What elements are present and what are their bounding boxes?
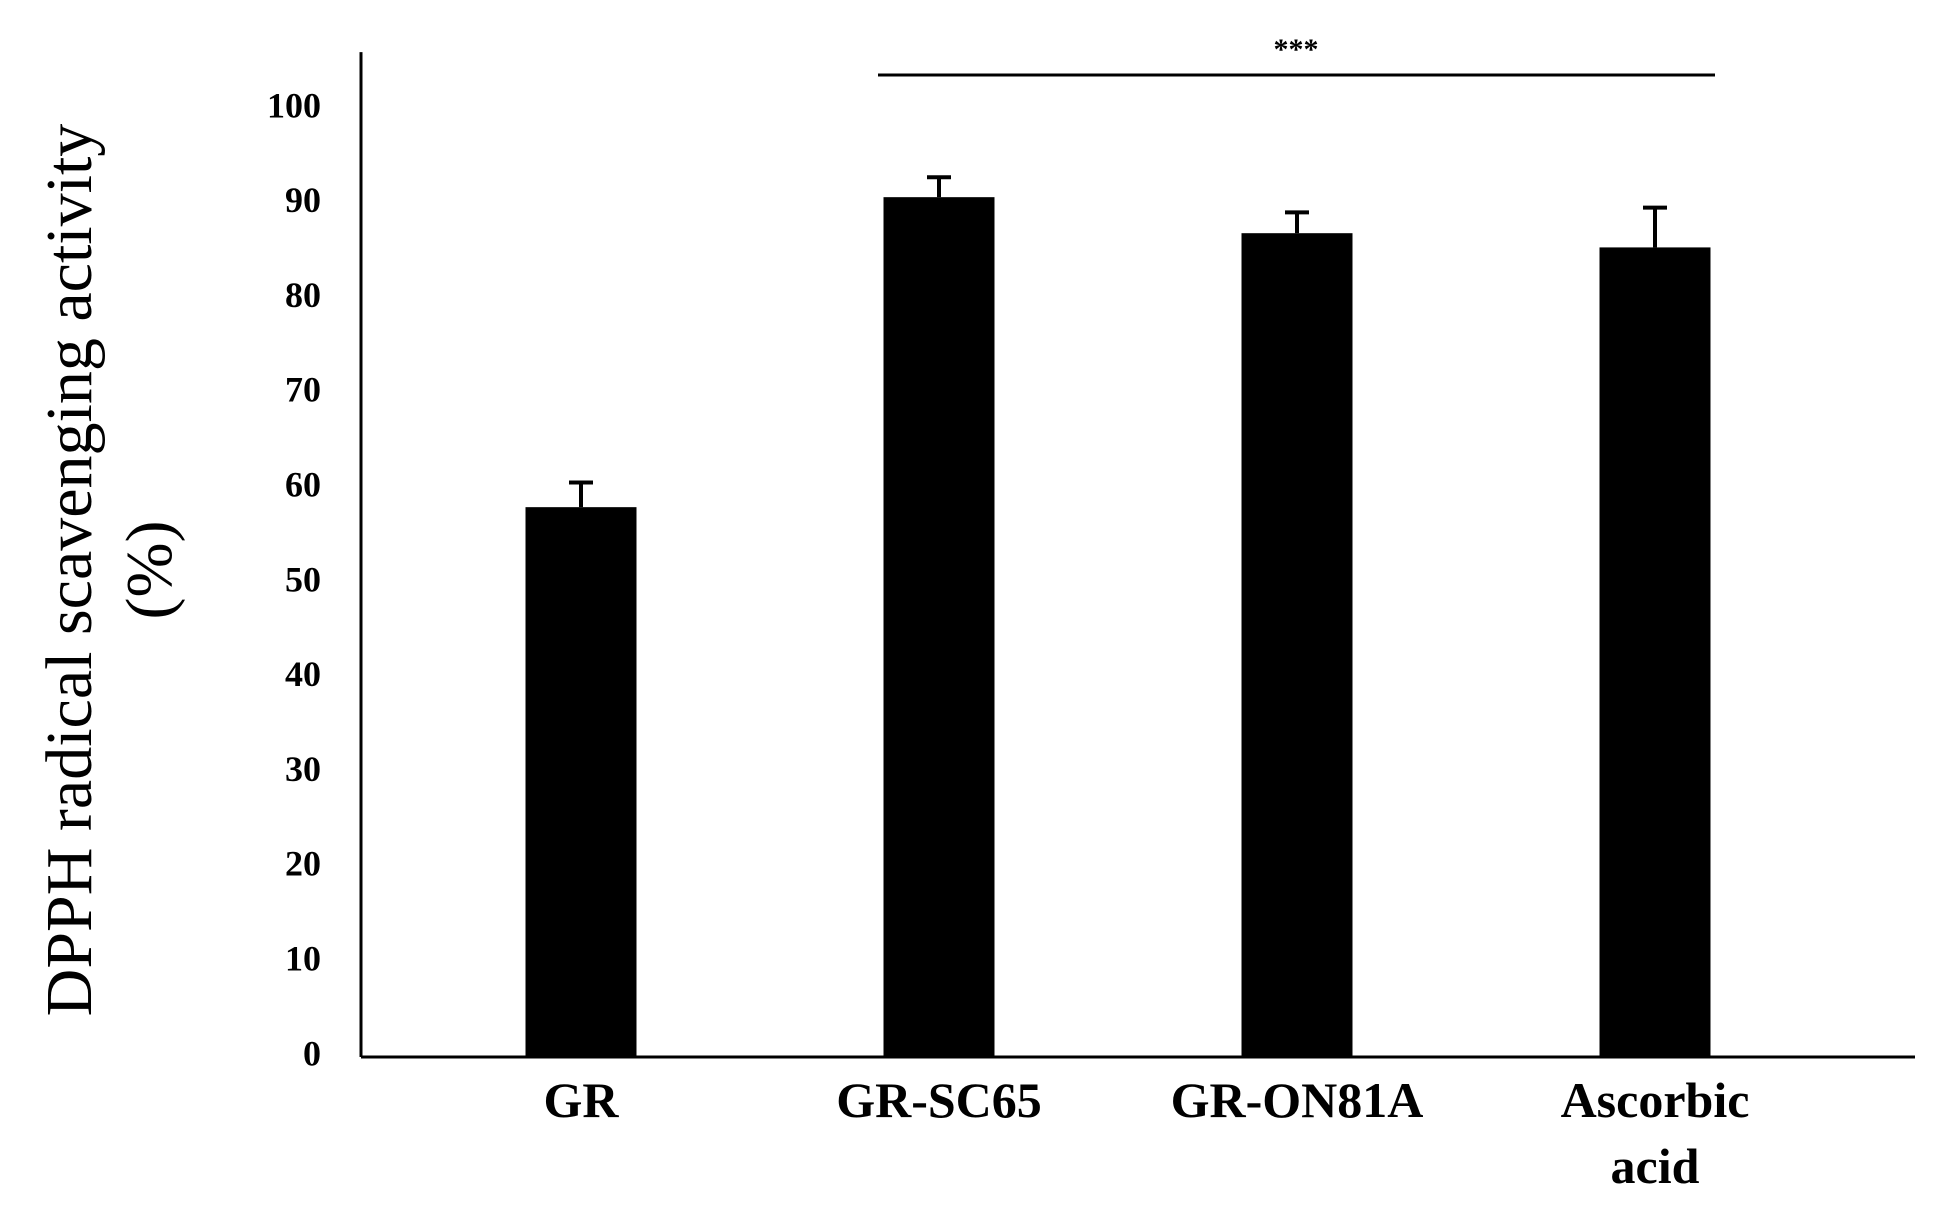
- y-axis-label: DPPH radical scavenging activity (%): [33, 123, 186, 1017]
- y-tick-label: 50: [285, 559, 321, 599]
- bar: [1599, 247, 1711, 1057]
- y-tick-label: 30: [285, 749, 321, 789]
- x-tick-label: Ascorbic acid: [1560, 1072, 1750, 1194]
- y-tick-label: 60: [285, 464, 321, 504]
- x-tick-label: GR: [543, 1072, 619, 1128]
- y-tick-label: 10: [285, 938, 321, 978]
- y-tick-label: 70: [285, 370, 321, 410]
- y-tick-label: 0: [303, 1033, 321, 1073]
- bar: [525, 507, 637, 1057]
- bar: [1241, 233, 1353, 1058]
- y-tick-label: 40: [285, 654, 321, 694]
- x-tick-label: GR-ON81A: [1170, 1072, 1424, 1128]
- significance-label: ***: [1274, 33, 1319, 66]
- x-tick-label: GR-SC65: [836, 1072, 1042, 1128]
- y-tick-label: 100: [267, 85, 321, 125]
- y-tick-label: 20: [285, 844, 321, 884]
- y-tick-label: 90: [285, 180, 321, 220]
- bar: [883, 197, 995, 1057]
- y-tick-label: 80: [285, 275, 321, 315]
